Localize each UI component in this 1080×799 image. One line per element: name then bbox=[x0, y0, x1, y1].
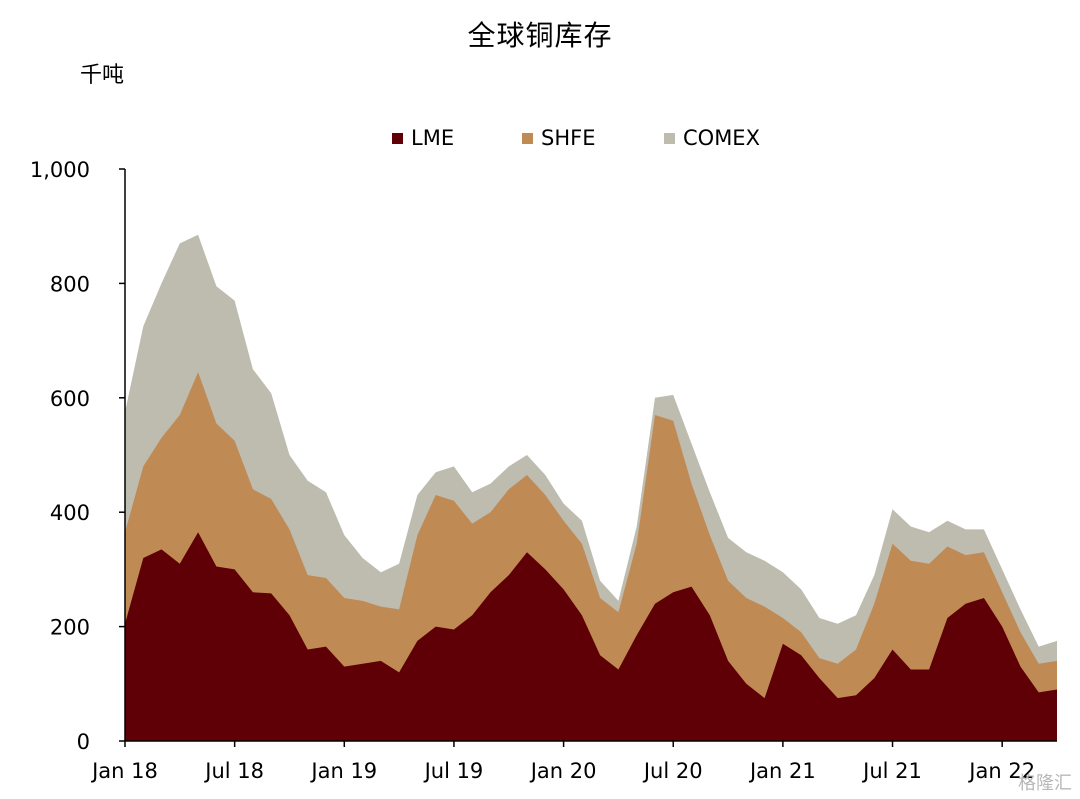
y-unit-label: 千吨 bbox=[80, 63, 125, 88]
legend-label-lme: LME bbox=[411, 126, 455, 150]
x-tick-label: Jul 18 bbox=[203, 759, 264, 783]
watermark: 格隆汇 bbox=[1018, 773, 1072, 794]
x-tick-label: Jul 21 bbox=[861, 759, 922, 783]
x-tick-label: Jul 19 bbox=[423, 759, 484, 783]
x-tick-label: Jan 22 bbox=[967, 759, 1035, 783]
legend-swatch-shfe bbox=[522, 132, 533, 144]
legend-swatch-comex bbox=[664, 132, 675, 144]
legend-item-comex: COMEX bbox=[664, 126, 760, 150]
x-tick-label: Jan 21 bbox=[748, 759, 816, 783]
y-tick-label: 800 bbox=[50, 272, 90, 296]
legend-swatch-lme bbox=[392, 132, 403, 144]
y-tick-label: 400 bbox=[50, 501, 90, 525]
legend-item-shfe: SHFE bbox=[522, 126, 595, 150]
x-tick-label: Jan 18 bbox=[90, 759, 158, 783]
legend-label-shfe: SHFE bbox=[541, 126, 596, 150]
x-tick-label: Jul 20 bbox=[642, 759, 703, 783]
chart-title: 全球铜库存 bbox=[467, 19, 613, 52]
y-tick-label: 1,000 bbox=[30, 158, 90, 182]
area-lme bbox=[125, 532, 1057, 741]
y-tick-label: 0 bbox=[77, 730, 90, 754]
legend-item-lme: LME bbox=[392, 126, 454, 150]
x-tick-label: Jan 20 bbox=[529, 759, 597, 783]
area-shfe bbox=[125, 372, 1057, 741]
legend-label-comex: COMEX bbox=[683, 126, 760, 150]
y-tick-label: 600 bbox=[50, 387, 90, 411]
x-tick-label: Jan 19 bbox=[309, 759, 377, 783]
y-tick-label: 200 bbox=[50, 616, 90, 640]
